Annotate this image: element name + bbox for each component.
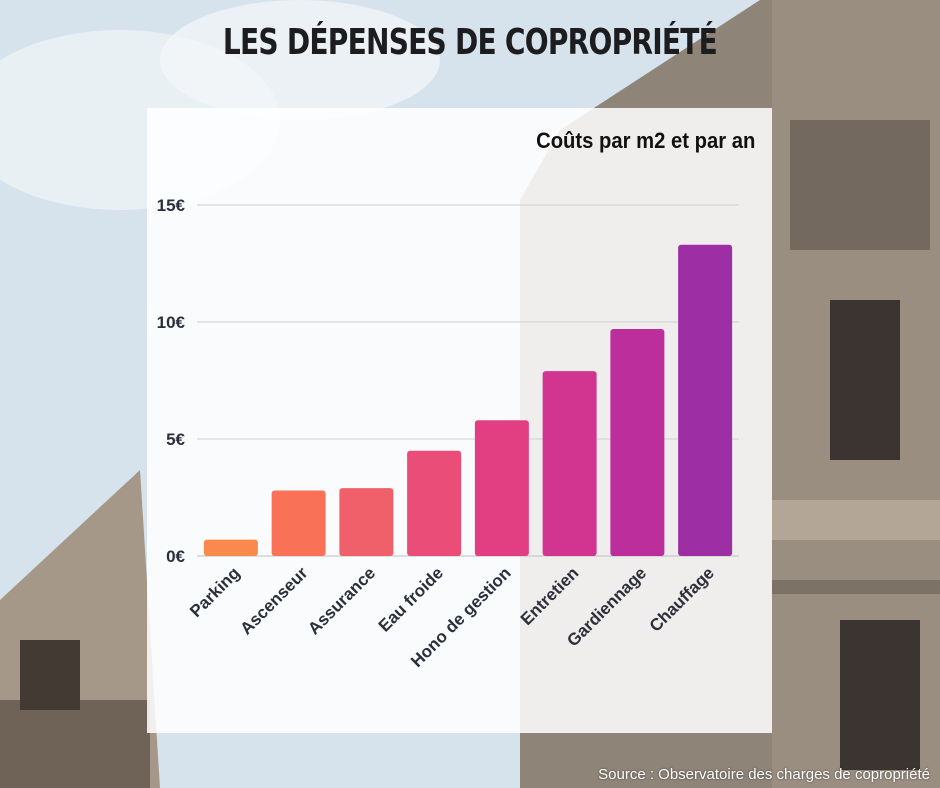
source-note: Source : Observatoire des charges de cop…: [598, 766, 930, 783]
y-tick-label: 15€: [157, 196, 186, 215]
chart-panel: 0€ 5€ 10€ 15€ Parking Ascenseur Assurance Eau …: [147, 108, 772, 733]
x-tick-label: Parking: [186, 563, 244, 621]
y-tick-label: 0€: [166, 547, 185, 566]
bar-entretien: [542, 371, 597, 556]
bar-assurance: [339, 488, 394, 556]
chart-title: Coûts par m2 et par an: [535, 128, 755, 153]
x-tick-label: Assurance: [304, 563, 379, 638]
x-tick-label: Ascenseur: [237, 563, 312, 638]
bar-hono-de-gestion: [474, 420, 529, 556]
bar-ascenseur: [271, 490, 326, 556]
page-title: LES DÉPENSES DE COPROPRIÉTÉ: [222, 22, 718, 63]
x-tick-label: Entretien: [517, 563, 583, 629]
bar-parking: [203, 539, 258, 556]
bar-chauffage: [678, 244, 733, 556]
bar-chart: 0€ 5€ 10€ 15€ ParkingAscenseurAssuranceEau …: [157, 196, 739, 671]
y-tick-label: 10€: [157, 313, 186, 332]
bar-gardiennage: [610, 329, 665, 556]
bar-eau-froide: [407, 450, 462, 556]
y-tick-label: 5€: [166, 430, 185, 449]
x-tick-label: Chauffage: [646, 563, 718, 635]
x-tick-label: Eau froide: [375, 563, 447, 635]
